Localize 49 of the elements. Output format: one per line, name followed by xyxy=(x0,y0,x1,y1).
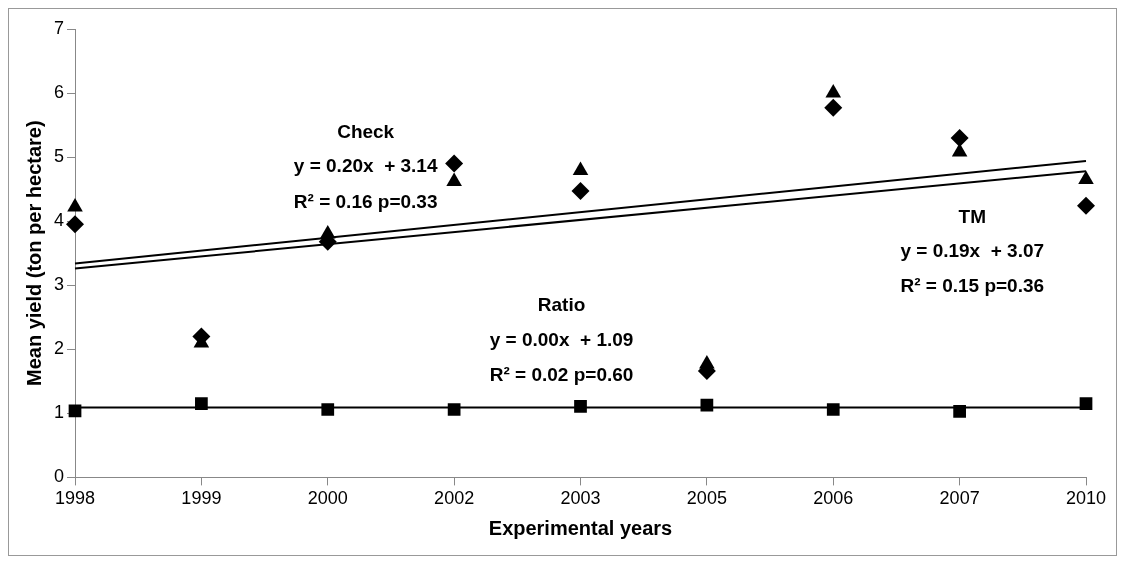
point xyxy=(953,405,966,418)
point xyxy=(68,404,82,418)
point xyxy=(1078,170,1094,185)
point xyxy=(321,403,335,416)
point xyxy=(195,397,208,411)
x-tick-label: 1998 xyxy=(54,488,96,509)
annotation: y = 0.20x + 3.14 xyxy=(293,154,438,176)
x-tick-label: 2006 xyxy=(813,488,854,509)
point xyxy=(319,224,336,239)
annotation: Check xyxy=(337,121,395,143)
x-tick-label: 2007 xyxy=(939,488,980,509)
x-axis-title: Experimental years xyxy=(488,516,673,539)
y-tick-label: 6 xyxy=(54,82,65,103)
y-tick-label: 5 xyxy=(54,146,65,167)
point xyxy=(699,355,715,369)
point xyxy=(1077,196,1095,215)
annotation: y = 0.19x + 3.07 xyxy=(900,240,1045,262)
x-tick-label: 2003 xyxy=(560,488,601,509)
point xyxy=(445,154,464,173)
x-tick-label: 2002 xyxy=(434,488,475,509)
y-tick-label: 1 xyxy=(54,402,65,423)
point xyxy=(571,182,590,201)
annotation: Ratio xyxy=(537,293,586,315)
y-tick-label: 2 xyxy=(54,338,65,359)
annotation: TM xyxy=(958,206,986,228)
y-tick-label: 4 xyxy=(54,210,65,231)
point xyxy=(447,403,461,416)
point xyxy=(1079,397,1093,411)
point xyxy=(67,198,83,212)
point xyxy=(446,172,462,186)
x-tick-label: 1999 xyxy=(181,488,222,509)
y-axis-title: Mean yield (ton per hectare) xyxy=(22,120,45,387)
x-tick-label: 2005 xyxy=(686,488,727,509)
annotation: y = 0.00x + 1.09 xyxy=(489,328,634,350)
point xyxy=(825,84,842,98)
point xyxy=(572,161,589,176)
point xyxy=(574,399,587,413)
x-tick-label: 2000 xyxy=(307,488,348,509)
y-tick-label: 0 xyxy=(54,466,65,487)
x-tick-label: 2010 xyxy=(1065,488,1107,509)
annotation: R² = 0.15 p=0.36 xyxy=(900,274,1045,296)
point xyxy=(826,403,840,416)
point xyxy=(66,215,85,234)
point xyxy=(824,98,843,117)
annotation: R² = 0.16 p=0.33 xyxy=(293,191,438,213)
point xyxy=(950,128,969,147)
annotation: R² = 0.02 p=0.60 xyxy=(489,363,634,385)
y-tick-label: 7 xyxy=(54,17,65,38)
y-tick-label: 3 xyxy=(54,274,65,295)
